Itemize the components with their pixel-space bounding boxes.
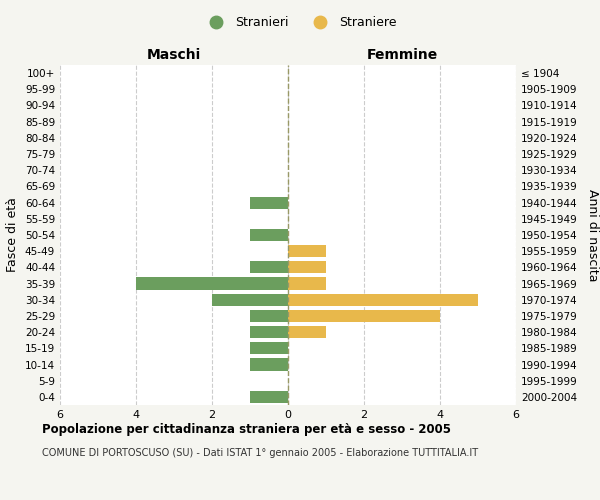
Bar xyxy=(288,310,440,322)
Bar xyxy=(250,391,288,403)
Bar xyxy=(250,196,288,208)
Text: Femmine: Femmine xyxy=(367,48,437,62)
Bar xyxy=(212,294,288,306)
Bar xyxy=(288,326,326,338)
Y-axis label: Fasce di età: Fasce di età xyxy=(7,198,19,272)
Text: Maschi: Maschi xyxy=(147,48,201,62)
Bar xyxy=(250,229,288,241)
Text: Popolazione per cittadinanza straniera per età e sesso - 2005: Popolazione per cittadinanza straniera p… xyxy=(42,422,451,436)
Bar xyxy=(250,262,288,274)
Bar xyxy=(288,294,478,306)
Y-axis label: Anni di nascita: Anni di nascita xyxy=(586,188,599,281)
Text: COMUNE DI PORTOSCUSO (SU) - Dati ISTAT 1° gennaio 2005 - Elaborazione TUTTITALIA: COMUNE DI PORTOSCUSO (SU) - Dati ISTAT 1… xyxy=(42,448,478,458)
Bar xyxy=(288,245,326,258)
Bar xyxy=(136,278,288,289)
Bar xyxy=(250,342,288,354)
Bar xyxy=(250,358,288,370)
Bar xyxy=(288,278,326,289)
Bar xyxy=(250,326,288,338)
Legend: Stranieri, Straniere: Stranieri, Straniere xyxy=(199,11,401,34)
Bar xyxy=(250,310,288,322)
Bar xyxy=(288,262,326,274)
